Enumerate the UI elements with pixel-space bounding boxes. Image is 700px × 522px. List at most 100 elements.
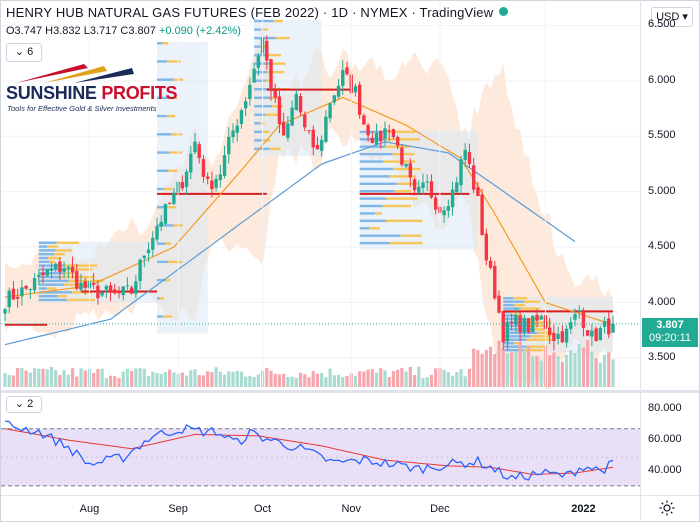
- volume-bar: [463, 376, 467, 387]
- candle-body: [569, 322, 573, 329]
- candle-body: [383, 128, 387, 139]
- rsi-indicators-count: 2: [27, 398, 34, 410]
- indicators-toggle[interactable]: ⌄ 6: [6, 43, 42, 62]
- candle-body: [265, 40, 269, 61]
- volume-profile-bar: [38, 245, 48, 248]
- candle-body: [243, 101, 248, 109]
- candle-body: [117, 291, 121, 294]
- volume-profile-bar: [254, 19, 274, 23]
- volume-profile-bar: [254, 70, 268, 74]
- price-pane[interactable]: [1, 1, 640, 389]
- candle-body: [412, 179, 417, 191]
- volume-bar: [514, 351, 518, 387]
- volume-profile-bar: [394, 190, 412, 193]
- volume-profile-bar: [386, 130, 416, 134]
- volume-profile-bar: [263, 130, 270, 134]
- logo-wordmark: SUNSHINE PROFITS: [6, 83, 178, 104]
- volume-profile-bar: [254, 139, 262, 142]
- volume-profile-bar: [66, 298, 95, 302]
- volume-profile-bar: [526, 345, 548, 348]
- volume-bar: [336, 374, 341, 387]
- volume-profile-bar: [386, 197, 418, 200]
- volume-bar: [159, 373, 163, 387]
- candle-body: [379, 131, 383, 142]
- volume-bar: [345, 376, 349, 387]
- volume-bar: [510, 352, 514, 387]
- volume-profile-bar: [254, 122, 261, 125]
- candle-body: [273, 90, 277, 98]
- candle-body: [24, 285, 28, 289]
- volume-bar: [607, 352, 611, 387]
- volume-profile-bar: [359, 212, 375, 215]
- volume-bar: [602, 354, 607, 387]
- candle-body: [66, 267, 71, 270]
- volume-profile-bar: [65, 268, 93, 271]
- volume-bar: [535, 356, 539, 387]
- volume-profile-bar: [503, 345, 527, 348]
- volume-profile-bar: [503, 335, 531, 338]
- volume-bar: [573, 352, 577, 387]
- volume-bar: [362, 371, 366, 387]
- pane-separator[interactable]: [1, 390, 699, 393]
- volume-bar: [387, 377, 391, 387]
- volume-profile-bar: [167, 60, 181, 63]
- volume-bar: [290, 376, 294, 387]
- volume-bar: [455, 372, 459, 387]
- price-tick: 6.500: [648, 18, 676, 31]
- currency-selector[interactable]: USD ▾: [651, 7, 693, 27]
- volume-bar: [100, 368, 104, 387]
- candle-body: [429, 181, 434, 198]
- candle-body: [193, 141, 197, 153]
- volume-bar: [442, 369, 446, 387]
- candle-body: [328, 103, 332, 119]
- volume-profile-bar: [503, 300, 524, 303]
- time-axis[interactable]: [1, 495, 699, 521]
- ohlc-open: O3.747: [6, 25, 43, 37]
- candle-body: [370, 137, 375, 143]
- rsi-pane[interactable]: [1, 393, 640, 493]
- volume-bar: [429, 374, 434, 387]
- candle-body: [248, 84, 252, 99]
- candle-body: [210, 180, 214, 190]
- ohlc-change: +0.090 (+2.42%): [158, 25, 241, 37]
- volume-bar: [341, 377, 345, 387]
- volume-profile-bar: [382, 204, 412, 208]
- volume-profile-bar: [514, 314, 523, 317]
- volume-profile-bar: [385, 219, 423, 223]
- volume-profile-bar: [38, 291, 73, 294]
- candle-body: [366, 125, 370, 136]
- time-tick: 2022: [571, 503, 596, 515]
- volume-profile-bar: [374, 212, 383, 215]
- volume-profile-bar: [503, 324, 528, 328]
- candle-body: [476, 187, 480, 196]
- volume-bar: [269, 370, 273, 387]
- volume-bar: [303, 374, 307, 387]
- volume-bar: [396, 369, 400, 387]
- candle-body: [32, 278, 37, 291]
- candle-body: [53, 263, 58, 270]
- candle-body: [298, 96, 303, 113]
- volume-profile-bar: [503, 328, 533, 331]
- volume-bar: [197, 374, 201, 387]
- candle-body: [315, 144, 320, 150]
- volume-bar: [484, 350, 488, 387]
- volume-bar: [256, 374, 260, 387]
- candle-body: [129, 287, 134, 294]
- volume-profile-bar: [254, 88, 275, 91]
- volume-bar: [83, 370, 87, 387]
- rsi-indicators-toggle[interactable]: ⌄ 2: [6, 396, 42, 413]
- volume-profile-bar: [359, 197, 387, 200]
- candle-body: [96, 285, 100, 299]
- volume-profile-bar: [503, 296, 514, 300]
- volume-bar: [92, 372, 96, 387]
- volume-bar: [210, 371, 214, 387]
- volume-profile-bar: [384, 138, 421, 141]
- candle-body: [70, 266, 75, 273]
- volume-bar: [239, 371, 244, 387]
- volume-bar: [581, 347, 586, 387]
- ema20-line: [4, 96, 614, 326]
- volume-profile-bar: [503, 307, 521, 310]
- candle-body: [7, 290, 11, 308]
- candle-body: [45, 269, 49, 276]
- gear-icon[interactable]: [658, 499, 676, 517]
